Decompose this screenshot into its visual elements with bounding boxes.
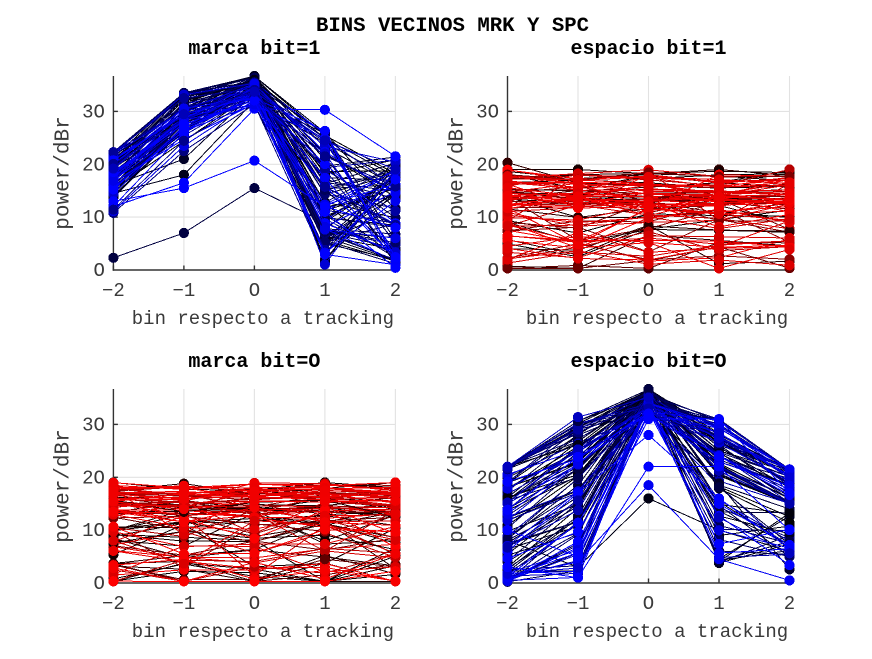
svg-text:O: O	[488, 573, 499, 595]
svg-text:1O: 1O	[82, 207, 105, 229]
svg-text:1O: 1O	[82, 520, 105, 542]
svg-text:power/dBr: power/dBr	[52, 116, 75, 229]
svg-text:2: 2	[390, 280, 401, 302]
svg-text:2O: 2O	[476, 154, 499, 176]
svg-text:3O: 3O	[476, 414, 499, 436]
svg-text:O: O	[249, 280, 260, 302]
svg-text:−1: −1	[567, 593, 590, 615]
svg-text:2: 2	[784, 593, 795, 615]
svg-text:espacio bit=O: espacio bit=O	[570, 351, 726, 374]
svg-text:O: O	[249, 593, 260, 615]
svg-text:bin respecto a tracking: bin respecto a tracking	[132, 308, 394, 330]
svg-text:1: 1	[319, 280, 330, 302]
svg-text:1: 1	[319, 593, 330, 615]
svg-text:O: O	[643, 593, 654, 615]
svg-text:O: O	[93, 260, 104, 282]
svg-text:2O: 2O	[82, 467, 105, 489]
svg-text:−2: −2	[102, 280, 125, 302]
svg-text:marca bit=1: marca bit=1	[188, 38, 320, 61]
svg-text:power/dBr: power/dBr	[447, 429, 470, 542]
svg-text:−2: −2	[102, 593, 125, 615]
svg-text:O: O	[488, 260, 499, 282]
svg-text:BINS VECINOS MRK Y SPC: BINS VECINOS MRK Y SPC	[316, 15, 589, 38]
svg-text:2O: 2O	[476, 467, 499, 489]
svg-text:2: 2	[390, 593, 401, 615]
svg-text:power/dBr: power/dBr	[447, 116, 470, 229]
svg-text:bin respecto a tracking: bin respecto a tracking	[526, 621, 788, 643]
svg-text:2: 2	[784, 280, 795, 302]
svg-text:1: 1	[713, 280, 724, 302]
svg-text:O: O	[643, 280, 654, 302]
svg-text:3O: 3O	[82, 101, 105, 123]
svg-text:O: O	[93, 573, 104, 595]
svg-text:−1: −1	[172, 593, 195, 615]
svg-text:2O: 2O	[82, 154, 105, 176]
svg-text:−1: −1	[567, 280, 590, 302]
svg-text:−2: −2	[496, 593, 519, 615]
svg-text:espacio bit=1: espacio bit=1	[570, 38, 726, 61]
svg-text:3O: 3O	[82, 414, 105, 436]
svg-text:−2: −2	[496, 280, 519, 302]
svg-text:bin respecto a tracking: bin respecto a tracking	[132, 621, 394, 643]
svg-text:bin respecto a tracking: bin respecto a tracking	[526, 308, 788, 330]
svg-text:1O: 1O	[476, 520, 499, 542]
svg-text:1: 1	[713, 593, 724, 615]
svg-text:marca bit=O: marca bit=O	[188, 351, 320, 374]
svg-text:3O: 3O	[476, 101, 499, 123]
svg-text:−1: −1	[172, 280, 195, 302]
svg-text:1O: 1O	[476, 207, 499, 229]
svg-text:power/dBr: power/dBr	[52, 429, 75, 542]
